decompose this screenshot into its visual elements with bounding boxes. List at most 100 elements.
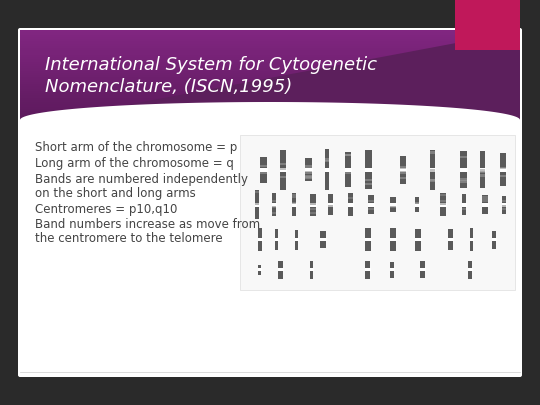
Bar xyxy=(415,202,419,204)
Bar xyxy=(280,168,286,170)
Bar xyxy=(328,203,334,207)
Bar xyxy=(430,150,435,190)
Bar xyxy=(430,179,435,181)
Bar xyxy=(500,168,507,172)
Bar xyxy=(20,104,520,107)
Bar xyxy=(20,88,520,91)
Text: the centromere to the telomere: the centromere to the telomere xyxy=(35,232,222,245)
Bar xyxy=(365,228,371,251)
Bar xyxy=(448,229,453,250)
Bar xyxy=(390,262,394,278)
Bar xyxy=(20,37,520,39)
Bar xyxy=(420,261,425,278)
Bar xyxy=(468,261,472,279)
Bar xyxy=(440,194,446,196)
Bar xyxy=(365,183,372,185)
Bar xyxy=(255,203,260,207)
Bar xyxy=(482,195,488,214)
Bar xyxy=(482,200,488,202)
Bar xyxy=(502,203,507,207)
Bar xyxy=(415,197,419,212)
Bar xyxy=(455,0,520,50)
Bar xyxy=(400,156,406,184)
Bar xyxy=(390,203,397,207)
Bar xyxy=(440,203,446,205)
Bar xyxy=(400,168,407,172)
Bar xyxy=(345,154,351,156)
Bar xyxy=(462,203,467,207)
Bar xyxy=(20,115,520,118)
Bar xyxy=(368,200,374,202)
Bar xyxy=(310,212,316,214)
Bar xyxy=(20,75,520,77)
Bar xyxy=(20,93,520,95)
Bar xyxy=(448,238,454,241)
Bar xyxy=(325,149,329,190)
Bar xyxy=(260,157,267,183)
Text: Short arm of the chromosome = p: Short arm of the chromosome = p xyxy=(35,141,237,153)
Bar xyxy=(310,203,316,205)
Bar xyxy=(482,203,489,207)
Text: Long arm of the chromosome = q: Long arm of the chromosome = q xyxy=(35,156,234,170)
Bar xyxy=(305,165,312,168)
Bar xyxy=(390,197,396,212)
Bar xyxy=(460,156,467,158)
Bar xyxy=(500,175,506,177)
Bar xyxy=(482,196,488,198)
Bar xyxy=(390,228,396,251)
Bar xyxy=(365,238,372,241)
Bar xyxy=(365,261,370,279)
Bar xyxy=(310,261,313,279)
Bar xyxy=(260,172,267,174)
Bar xyxy=(20,82,520,84)
Bar xyxy=(20,43,520,46)
Bar xyxy=(368,195,374,214)
Text: Band numbers increase as move from: Band numbers increase as move from xyxy=(35,219,260,232)
Bar xyxy=(390,268,395,271)
Bar xyxy=(310,203,317,207)
Bar xyxy=(480,171,485,173)
Bar xyxy=(20,30,520,32)
Bar xyxy=(20,84,520,86)
Bar xyxy=(325,168,330,172)
Bar xyxy=(420,268,426,271)
Bar xyxy=(368,208,374,210)
Bar xyxy=(20,50,520,53)
Bar xyxy=(258,238,263,241)
Bar xyxy=(390,238,397,241)
Bar xyxy=(278,261,283,279)
Bar xyxy=(260,168,268,172)
Bar xyxy=(20,66,520,68)
Bar xyxy=(292,194,296,196)
Bar xyxy=(320,238,327,241)
Bar xyxy=(278,268,284,271)
Bar xyxy=(345,172,351,174)
Bar xyxy=(20,57,520,59)
Bar xyxy=(20,95,520,98)
Bar xyxy=(310,194,316,216)
Bar xyxy=(20,55,520,57)
Bar xyxy=(20,62,520,64)
Bar xyxy=(272,206,276,208)
PathPatch shape xyxy=(20,31,520,125)
Bar xyxy=(502,205,506,207)
Bar xyxy=(280,176,286,178)
Bar xyxy=(502,196,506,214)
Bar xyxy=(20,86,520,89)
Bar xyxy=(480,169,485,172)
Bar xyxy=(295,230,298,250)
Bar xyxy=(415,203,420,207)
Bar xyxy=(292,193,296,216)
Bar xyxy=(20,102,520,104)
Bar xyxy=(20,109,520,111)
Bar xyxy=(482,198,488,200)
Bar xyxy=(292,203,297,207)
Bar xyxy=(20,30,520,120)
Bar xyxy=(400,166,406,169)
Bar xyxy=(20,79,520,82)
Bar xyxy=(275,229,278,250)
Bar xyxy=(20,53,520,55)
Bar xyxy=(368,203,375,207)
Bar xyxy=(440,193,446,216)
Bar xyxy=(295,238,299,241)
